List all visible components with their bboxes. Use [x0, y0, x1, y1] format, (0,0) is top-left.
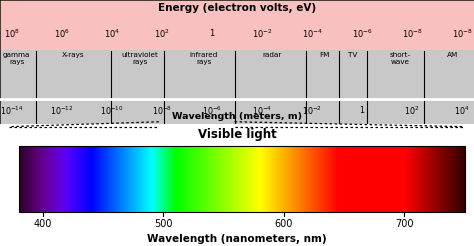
Text: $10^{-2}$: $10^{-2}$: [252, 27, 273, 40]
Text: $10^{-14}$: $10^{-14}$: [0, 104, 24, 117]
Text: 400: 400: [34, 219, 52, 229]
Text: 1: 1: [360, 106, 365, 115]
Text: gamma
rays: gamma rays: [3, 52, 30, 65]
Text: 500: 500: [154, 219, 173, 229]
Text: $10^8$: $10^8$: [4, 27, 20, 40]
Text: $10^{-6}$: $10^{-6}$: [202, 104, 222, 117]
Text: $10^{-2}$: $10^{-2}$: [302, 104, 322, 117]
Text: $10^2$: $10^2$: [154, 27, 170, 40]
Text: Wavelength (meters, m): Wavelength (meters, m): [172, 112, 302, 121]
Text: radar: radar: [263, 52, 282, 58]
Bar: [0, 0, 474, 50]
Text: Wavelength (nanometers, nm): Wavelength (nanometers, nm): [147, 233, 327, 244]
Text: $10^{-8}$: $10^{-8}$: [401, 27, 423, 40]
Text: $10^{-8}$: $10^{-8}$: [152, 104, 172, 117]
Text: 600: 600: [275, 219, 293, 229]
Text: ultraviolet
rays: ultraviolet rays: [121, 52, 158, 65]
Bar: [19, 146, 465, 212]
Text: $10^{-10}$: $10^{-10}$: [100, 104, 124, 117]
Text: $10^6$: $10^6$: [54, 27, 70, 40]
Text: 700: 700: [395, 219, 413, 229]
Text: X-rays: X-rays: [62, 52, 85, 58]
Bar: [0, 50, 474, 124]
Text: 1: 1: [210, 29, 215, 38]
Text: $10^2$: $10^2$: [404, 104, 420, 117]
Text: FM: FM: [319, 52, 330, 58]
Text: $10^{-8}$: $10^{-8}$: [452, 27, 473, 40]
Text: short-
wave: short- wave: [390, 52, 411, 65]
Text: Visible light: Visible light: [198, 128, 276, 141]
Text: $10^{-4}$: $10^{-4}$: [301, 27, 323, 40]
Text: Energy (electron volts, eV): Energy (electron volts, eV): [158, 3, 316, 13]
Text: infrared
rays: infrared rays: [190, 52, 218, 65]
Text: $10^{-12}$: $10^{-12}$: [50, 104, 73, 117]
Text: $10^4$: $10^4$: [104, 27, 120, 40]
Text: $10^4$: $10^4$: [455, 104, 470, 117]
Text: $10^{-6}$: $10^{-6}$: [352, 27, 373, 40]
Text: $10^{-4}$: $10^{-4}$: [252, 104, 272, 117]
Text: AM: AM: [447, 52, 458, 58]
Text: TV: TV: [348, 52, 358, 58]
